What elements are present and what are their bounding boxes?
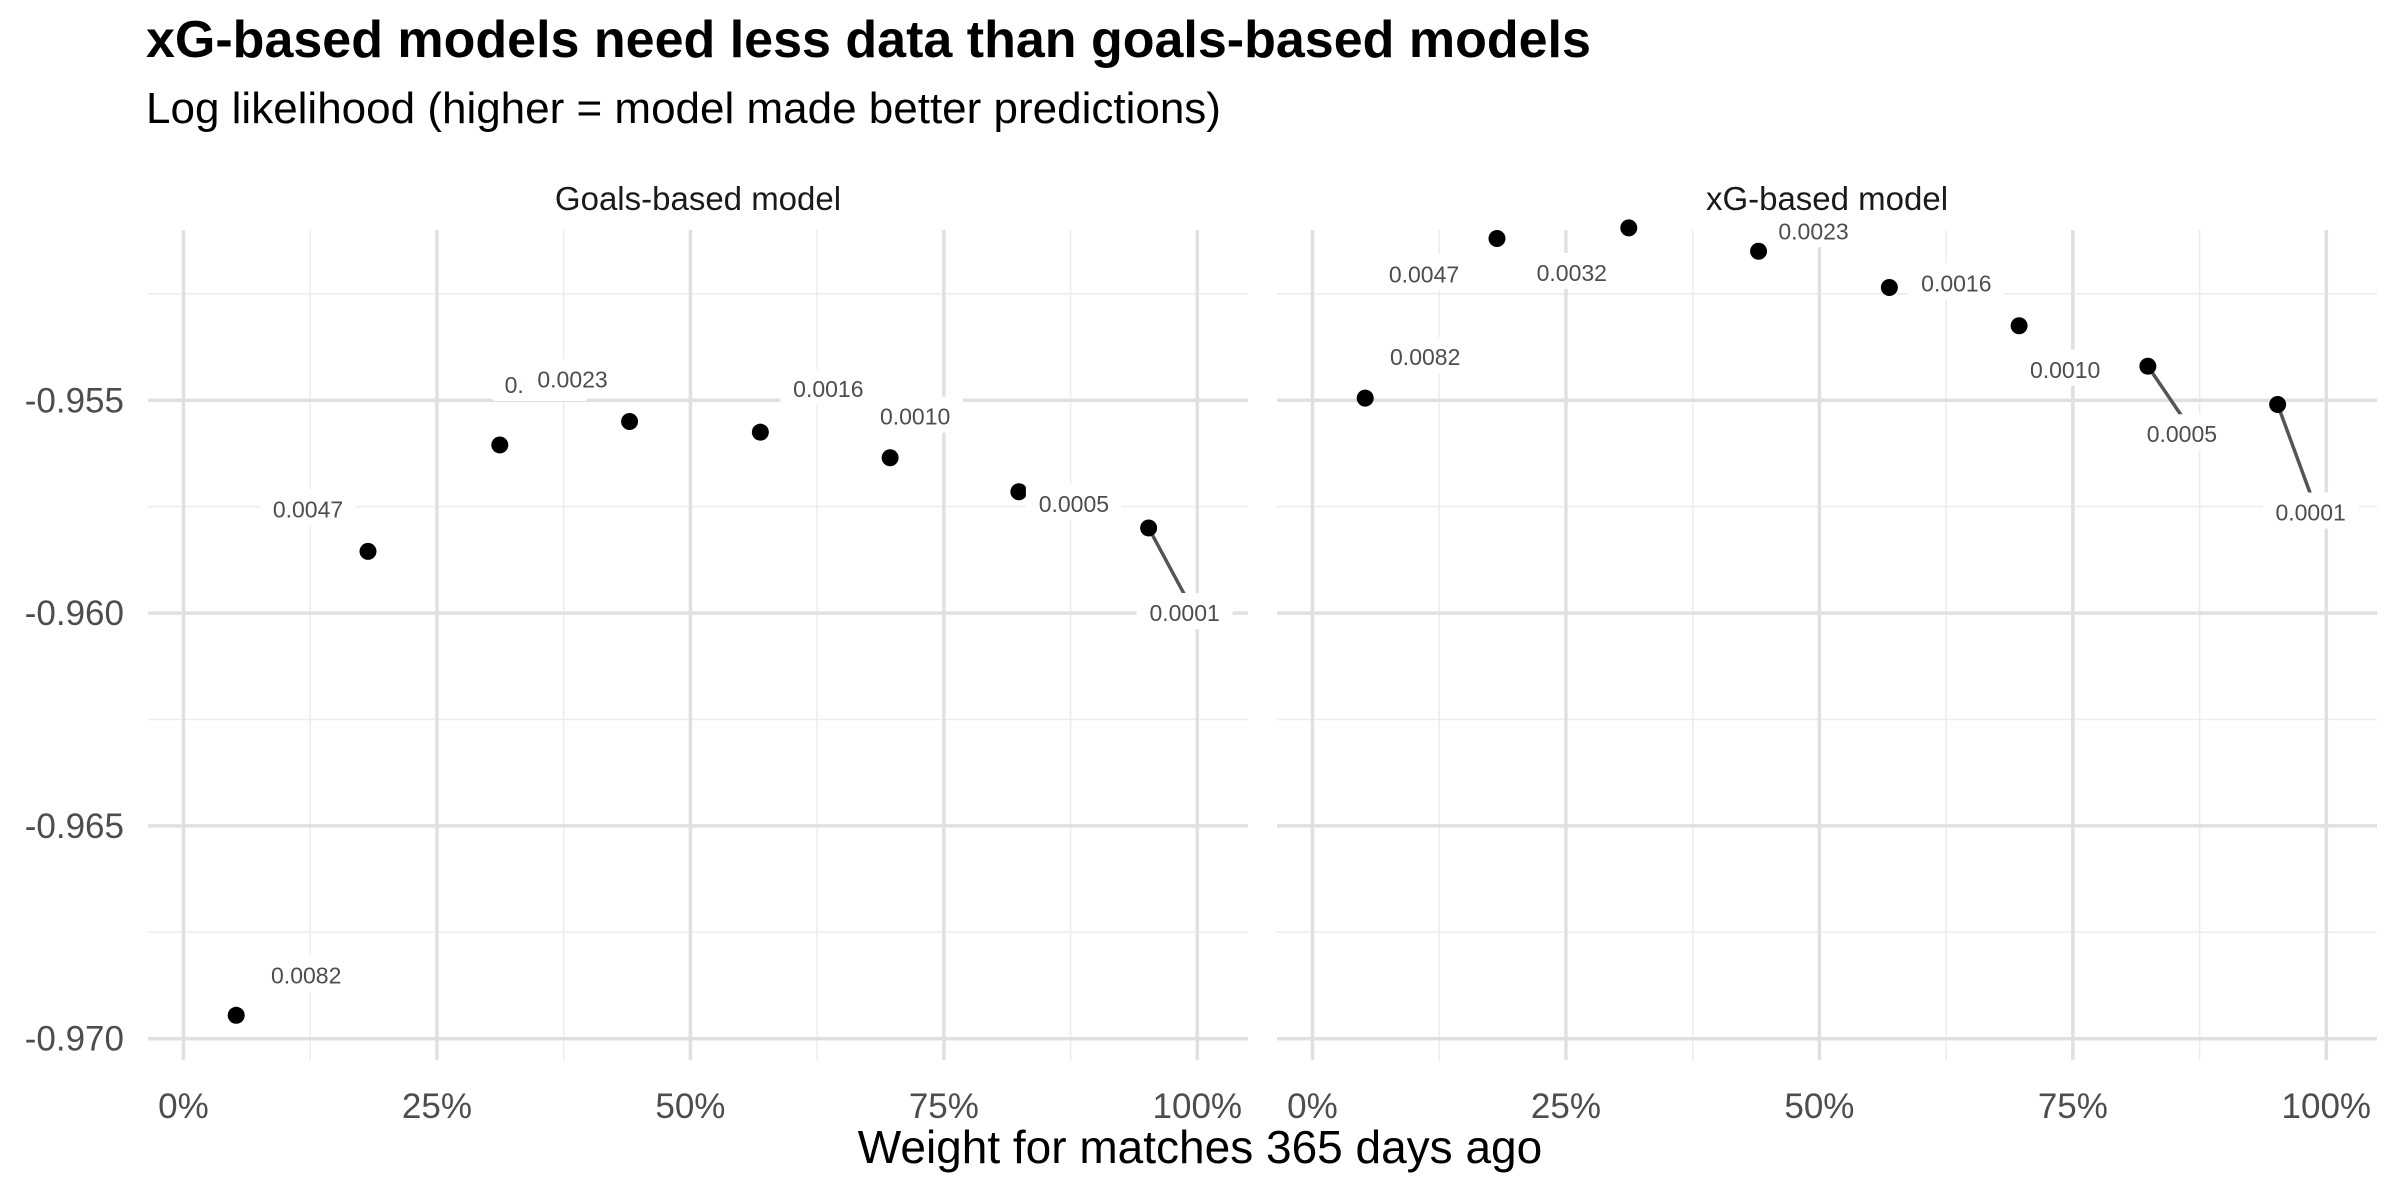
data-label-box (2262, 492, 2359, 529)
data-label: 0.0016 (1921, 270, 1991, 296)
data-label: 0.0047 (1389, 262, 1459, 288)
data-label-box (1377, 337, 1474, 374)
y-tick-label: -0.965 (25, 807, 124, 846)
x-tick-label: 75% (2038, 1087, 2108, 1126)
x-tick-label: 100% (1153, 1087, 1243, 1126)
data-point (1880, 278, 1898, 296)
data-label-box (260, 489, 356, 526)
data-label-box (1765, 211, 1862, 248)
x-axis-label: Weight for matches 365 days ago (857, 1121, 1543, 1173)
label-leader-line (1147, 527, 1187, 596)
data-label: 0.0016 (793, 376, 863, 402)
data-point (1140, 519, 1158, 537)
data-label: 0.0082 (1390, 344, 1460, 370)
data-label-box (2133, 414, 2230, 451)
chart-title: xG-based models need less data than goal… (146, 11, 1591, 69)
data-point (1620, 219, 1638, 237)
data-point (359, 542, 377, 560)
data-point (1750, 242, 1768, 260)
data-point (2010, 317, 2028, 335)
panel-goals: Goals-based model 0% 25% 50% 75% 100% 0.0082 0.… (148, 180, 1248, 1126)
data-label-box (524, 359, 621, 396)
data-label-box (1025, 483, 1122, 520)
data-label: 0.0005 (1039, 491, 1109, 517)
label-leader-line (2146, 365, 2184, 418)
data-point (881, 449, 899, 467)
data-label: 0.0010 (880, 404, 950, 430)
x-tick-label: 25% (1531, 1087, 1601, 1126)
x-tick-label: 50% (1784, 1087, 1854, 1126)
data-label-box (1523, 252, 1620, 289)
data-label-box (1908, 263, 2005, 300)
y-tick-label: -0.970 (25, 1020, 124, 1059)
x-tick-label: 0% (158, 1087, 209, 1126)
data-label: 0.0001 (1149, 600, 1219, 626)
x-tick-label: 75% (909, 1087, 979, 1126)
label-leader-line (2276, 403, 2313, 496)
data-label: 0.0023 (537, 367, 607, 393)
facet-title: Goals-based model (555, 180, 841, 217)
data-label-box (2017, 349, 2114, 386)
data-point (621, 413, 639, 431)
data-label: 0.0001 (2275, 500, 2345, 526)
y-tick-label: -0.955 (25, 381, 124, 420)
x-tick-label: 50% (655, 1087, 725, 1126)
data-label: 0.0023 (1778, 218, 1848, 244)
data-point (227, 1006, 245, 1024)
data-label-box (1136, 592, 1233, 629)
facet-title: xG-based model (1706, 180, 1948, 217)
data-point (491, 436, 509, 454)
data-label-box (867, 396, 964, 433)
data-point (2269, 396, 2287, 414)
data-label-box (1376, 254, 1472, 291)
data-label: 0.0005 (2147, 421, 2217, 447)
x-tick-label: 25% (402, 1087, 472, 1126)
data-point (1356, 389, 1374, 407)
data-label: 0.0082 (271, 962, 341, 988)
panel-xg: xG-based model 0% 25% 50% 75% 100% 0.0082 0.004… (1277, 180, 2377, 1126)
chart-subtitle: Log likelihood (higher = model made bett… (146, 84, 1221, 133)
data-label-box (258, 955, 355, 992)
data-point (1010, 483, 1028, 501)
x-tick-label: 0% (1287, 1087, 1338, 1126)
data-label: 0.0047 (273, 496, 343, 522)
x-tick-label: 100% (2282, 1087, 2372, 1126)
data-point (751, 423, 769, 441)
data-point (2139, 357, 2157, 375)
data-point (1488, 230, 1506, 248)
data-label: 0.0010 (2030, 357, 2100, 383)
y-tick-label: -0.960 (25, 594, 124, 633)
data-label-box (780, 369, 877, 406)
data-label: 0.0032 (1537, 260, 1607, 286)
